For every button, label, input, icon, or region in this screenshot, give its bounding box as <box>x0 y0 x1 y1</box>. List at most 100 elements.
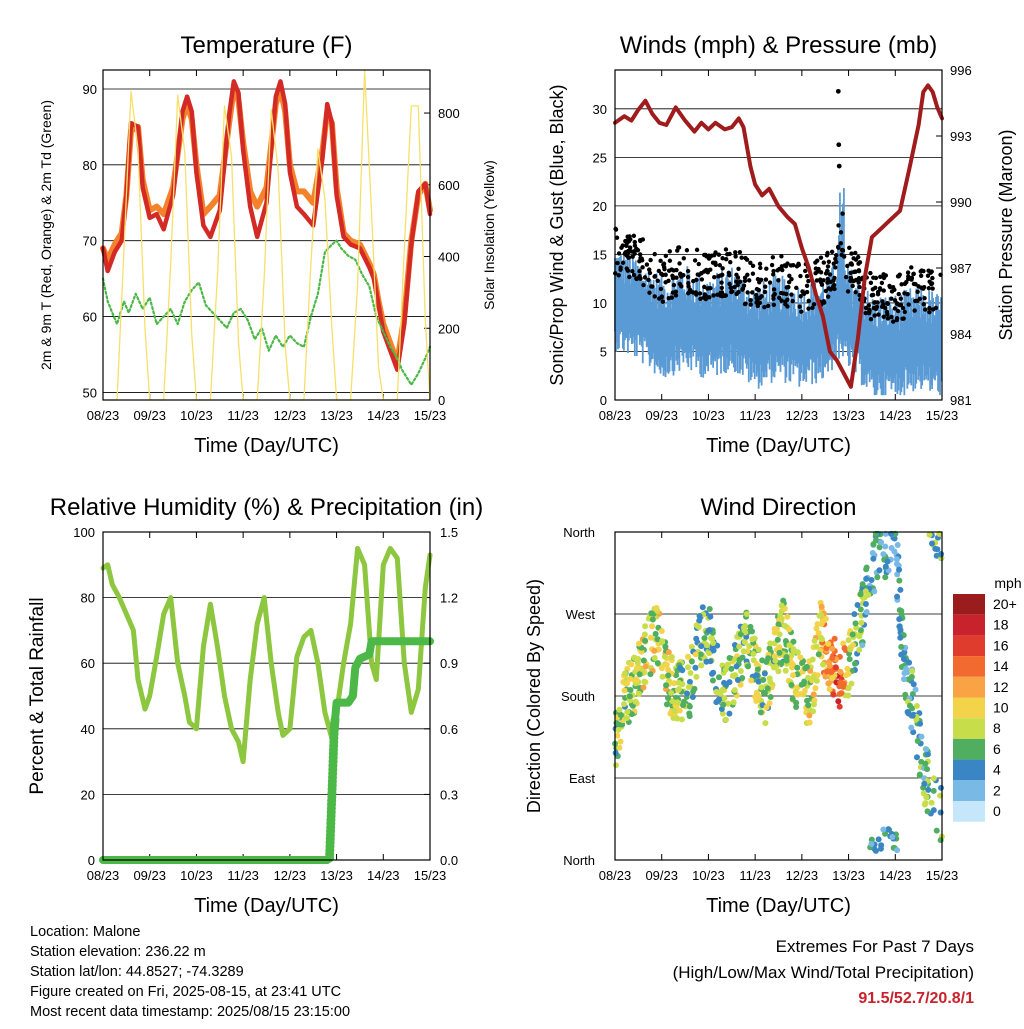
direction-point <box>757 709 764 716</box>
gust-point <box>615 260 620 266</box>
gust-point <box>849 251 854 256</box>
gust-point <box>713 250 718 255</box>
temperature-chart: Temperature (F) 08/23 09/23 10/23 11/23 12/23… <box>38 32 497 457</box>
direction-point <box>701 635 708 642</box>
gust-point <box>632 243 638 248</box>
direction-point <box>737 681 744 688</box>
gust-point <box>771 272 776 277</box>
direction-point <box>810 673 817 680</box>
speed-legend: mph 20+ 18 16 14 12 10 8 6 4 2 0 <box>953 575 1022 822</box>
temperature-xtick-label: 15/23 <box>414 408 447 423</box>
wind-ytick-label: 10 <box>593 296 607 311</box>
direction-point <box>673 715 680 722</box>
direction-xtick-label: 08/23 <box>599 868 632 883</box>
gust-point <box>758 265 763 271</box>
gust-point <box>640 237 646 242</box>
direction-point <box>854 602 861 609</box>
direction-xtick-label: 14/23 <box>879 868 912 883</box>
temperature-xtick-label: 10/23 <box>180 408 213 423</box>
gust-point <box>885 301 890 306</box>
gust-point <box>895 301 900 307</box>
direction-point <box>684 690 691 697</box>
gust-point <box>872 300 877 305</box>
direction-point <box>878 539 885 546</box>
direction-point <box>859 581 866 588</box>
gust-point <box>681 256 687 261</box>
pressure-series-line <box>613 83 944 389</box>
legend-swatch <box>953 738 985 760</box>
direction-point <box>765 655 772 662</box>
gust-point <box>829 249 835 254</box>
legend-swatch <box>953 801 985 822</box>
direction-point <box>658 627 665 634</box>
gust-point <box>757 300 762 306</box>
gust-point <box>831 278 836 283</box>
gust-point <box>933 305 939 311</box>
direction-point <box>885 826 892 833</box>
gust-point <box>836 223 841 228</box>
direction-point <box>628 711 635 718</box>
direction-point <box>824 668 831 675</box>
precip-ytick-label: 0.3 <box>440 787 458 802</box>
direction-point <box>626 693 633 700</box>
gust-point <box>770 255 776 260</box>
direction-point <box>693 673 700 680</box>
direction-point <box>820 661 827 668</box>
gust-point <box>850 278 855 283</box>
direction-point <box>894 542 901 549</box>
wind-ytick-label: 5 <box>600 344 607 359</box>
direction-point <box>897 586 904 593</box>
direction-xtick-label: 09/23 <box>645 868 678 883</box>
direction-point <box>938 550 945 557</box>
direction-point <box>857 606 864 613</box>
gust-point <box>757 261 763 267</box>
direction-point <box>790 638 797 645</box>
gust-point <box>771 296 776 301</box>
winds-xtick-label: 08/23 <box>599 408 632 423</box>
gust-point <box>909 265 914 270</box>
direction-point <box>826 662 833 669</box>
gust-point <box>785 304 790 309</box>
direction-point <box>659 638 666 645</box>
gust-point <box>743 255 748 261</box>
direction-point <box>798 681 805 688</box>
gust-point <box>718 290 723 295</box>
gust-point <box>799 309 804 314</box>
gust-point <box>777 295 782 301</box>
direction-point <box>663 661 670 668</box>
legend-swatch <box>953 780 985 801</box>
temp-ytick-label: 90 <box>83 82 97 97</box>
direction-xlabel: Time (Day/UTC) <box>706 895 851 917</box>
direction-point <box>877 845 884 852</box>
direction-point <box>635 640 642 647</box>
direction-point <box>929 540 936 547</box>
gust-point <box>756 287 761 293</box>
temperature-xtick-label: 12/23 <box>274 408 307 423</box>
gust-point <box>625 268 631 273</box>
gust-point <box>646 277 651 283</box>
gust-point <box>661 264 667 270</box>
gust-point <box>762 305 767 310</box>
legend-swatch <box>953 676 985 698</box>
gust-point <box>818 255 824 260</box>
direction-point <box>930 775 937 782</box>
direction-point <box>613 719 620 726</box>
gust-point <box>693 290 699 295</box>
gust-point <box>671 282 677 288</box>
gust-point <box>669 295 674 300</box>
gust-point <box>627 245 633 250</box>
gust-point <box>723 256 729 262</box>
direction-point <box>740 648 747 655</box>
direction-point <box>775 668 782 675</box>
direction-point <box>668 689 675 696</box>
direction-point <box>924 766 931 773</box>
direction-point <box>726 654 733 661</box>
direction-point <box>722 666 729 673</box>
gust-point <box>853 290 858 295</box>
direction-point <box>754 665 761 672</box>
gust-point <box>911 281 917 287</box>
gust-point <box>798 294 803 299</box>
temperature-xtick-label: 13/23 <box>320 408 353 423</box>
direction-point <box>797 654 804 661</box>
humidity-xtick-label: 11/23 <box>227 868 259 883</box>
